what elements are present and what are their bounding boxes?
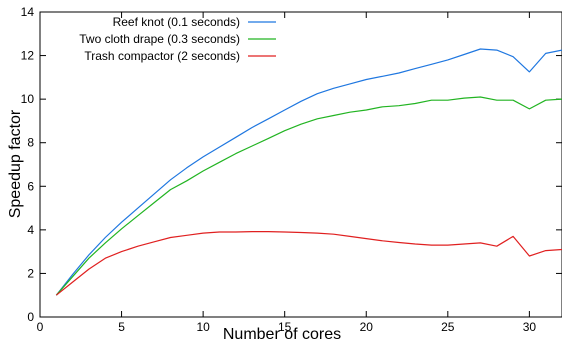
series-lines (55, 48, 562, 296)
x-tick-label: 0 (37, 320, 44, 334)
series-line-3 (55, 231, 562, 296)
x-axis-label: Number of cores (223, 326, 341, 343)
y-axis-ticks: 0 2 4 6 8 10 12 14 (21, 5, 562, 324)
x-tick-label: 5 (118, 320, 125, 334)
series-line-1 (55, 48, 562, 296)
y-tick-label: 0 (27, 310, 34, 324)
x-tick-label: 30 (523, 320, 537, 334)
x-tick-label: 25 (441, 320, 455, 334)
y-tick-label: 2 (27, 266, 34, 280)
legend-label-1: Reef knot (0.1 seconds) (113, 15, 240, 29)
x-tick-label: 10 (196, 320, 210, 334)
y-tick-label: 10 (21, 92, 35, 106)
legend-label-2: Two cloth drape (0.3 seconds) (79, 32, 240, 46)
legend-label-3: Trash compactor (2 seconds) (84, 49, 240, 63)
x-tick-label: 20 (360, 320, 374, 334)
y-tick-label: 4 (27, 223, 34, 237)
y-tick-label: 6 (27, 179, 34, 193)
y-tick-label: 8 (27, 136, 34, 150)
y-axis-label: Speedup factor (7, 109, 24, 218)
legend: Reef knot (0.1 seconds) Two cloth drape (… (79, 15, 276, 63)
series-line-2 (55, 96, 562, 296)
x-tick-label: 15 (278, 320, 292, 334)
y-tick-label: 12 (21, 49, 35, 63)
plot-border (39, 11, 562, 318)
x-axis-ticks: 0 5 10 15 20 25 30 (37, 12, 537, 334)
plot-frame (39, 11, 562, 318)
y-tick-label: 14 (21, 5, 35, 19)
